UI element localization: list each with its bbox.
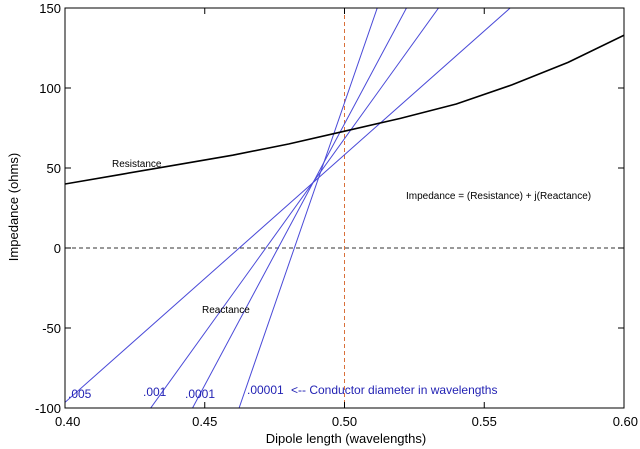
series-label-005: .005: [68, 387, 92, 401]
x-tick-label: 0.60: [613, 414, 638, 429]
plot-lines: [65, 8, 624, 408]
y-tick-label: -100: [35, 401, 61, 416]
y-tick-label: 150: [39, 1, 61, 16]
diameter-note: <-- Conductor diameter in wavelengths: [291, 383, 497, 397]
y-tick-label: 50: [47, 161, 61, 176]
y-tick-label: 0: [54, 241, 61, 256]
reactance-line-3: [191, 8, 408, 408]
x-tick-label: 0.55: [472, 414, 497, 429]
resistance-curve: [65, 34, 624, 185]
y-axis-title: Impedance (ohms): [6, 153, 21, 261]
x-axis-title: Dipole length (wavelengths): [266, 431, 426, 446]
y-tick-label: 100: [39, 81, 61, 96]
x-tick-label: 0.40: [55, 414, 80, 429]
tick-labels: 0.40 0.45 0.50 0.55 0.60 -100 -50 0 50 100 150: [35, 1, 638, 429]
y-tick-label: -50: [42, 321, 61, 336]
series-label-001: .001: [143, 385, 167, 399]
x-tick-label: 0.50: [332, 414, 357, 429]
reactance-line-4: [238, 8, 378, 408]
reactance-label: Reactance: [202, 305, 250, 316]
axis-ticks: [64, 7, 625, 409]
impedance-formula: Impedance = (Resistance) + j(Reactance): [406, 191, 591, 202]
resistance-label: Resistance: [112, 159, 162, 170]
reactance-line-2: [150, 8, 440, 408]
x-tick-label: 0.45: [192, 414, 217, 429]
series-label-00001: .00001: [247, 383, 284, 397]
series-label-0001: .0001: [185, 387, 215, 401]
reactance-line-1: [65, 8, 511, 404]
